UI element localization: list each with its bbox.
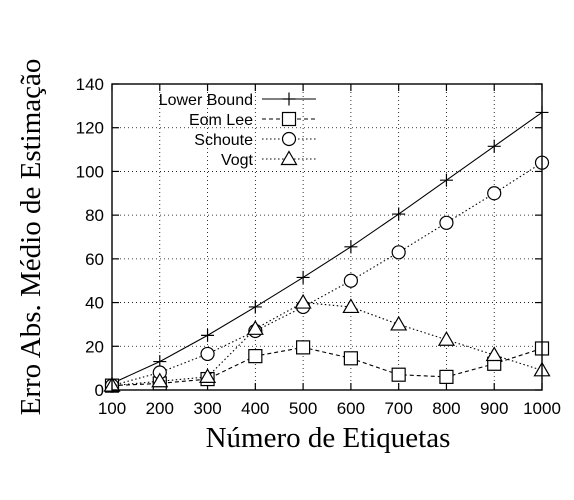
data-point: [439, 173, 453, 187]
data-point: [487, 139, 501, 153]
series-schoute: [104, 155, 550, 393]
data-point: [199, 368, 217, 383]
data-point: [151, 372, 169, 388]
legend-item: Eom Lee: [189, 111, 316, 129]
y-tick-label: 60: [85, 250, 104, 269]
data-point: [485, 346, 503, 362]
series-line: [111, 111, 543, 384]
data-point: [248, 300, 262, 314]
data-point: [200, 346, 215, 362]
legend: Lower Bound Eom Lee Schoute Vogt: [159, 92, 316, 169]
grid: [112, 84, 542, 390]
y-tick-label: 120: [76, 119, 104, 138]
data-point: [344, 240, 358, 254]
x-tick-label: 200: [146, 399, 174, 418]
y-tick-label: 80: [85, 206, 104, 225]
data-point: [343, 351, 358, 366]
x-axis-title: Número de Etiquetas: [206, 422, 451, 454]
series-lines: [103, 105, 551, 393]
data-point: [392, 207, 406, 221]
data-point: [342, 298, 360, 314]
y-axis-title: Erro Abs. Médio de Estimação: [15, 59, 47, 416]
y-tick-label: 40: [85, 294, 104, 313]
x-axis-ticks: 100 200 300 400 500 600 700 800 900 1000: [98, 84, 561, 418]
x-tick-label: 800: [432, 399, 460, 418]
x-tick-label: 400: [241, 399, 269, 418]
series-line: [111, 302, 543, 387]
data-point: [248, 349, 263, 364]
x-tick-label: 100: [98, 399, 126, 418]
legend-item: Schoute: [194, 131, 316, 149]
data-point: [487, 186, 502, 201]
series-vogt: [103, 293, 551, 392]
legend-label: Eom Lee: [189, 112, 253, 129]
x-tick-label: 700: [384, 399, 412, 418]
data-point: [296, 340, 311, 355]
series-eom-lee: [104, 340, 550, 393]
data-point: [246, 320, 264, 335]
legend-item: Lower Bound: [159, 92, 316, 109]
x-tick-label: 500: [289, 399, 317, 418]
y-tick-label: 100: [76, 162, 104, 181]
series-line: [111, 346, 543, 387]
y-tick-label: 140: [76, 75, 104, 94]
data-point: [439, 215, 454, 230]
data-point: [201, 328, 215, 342]
data-point: [391, 245, 406, 260]
data-point: [343, 273, 358, 288]
y-tick-label: 20: [85, 337, 104, 356]
legend-marker: [281, 131, 297, 147]
data-point: [296, 270, 310, 284]
legend-label: Vogt: [221, 152, 254, 169]
data-point: [390, 315, 408, 331]
legend-item: Vogt: [221, 150, 316, 169]
x-tick-label: 900: [480, 399, 508, 418]
y-axis-ticks: 0 20 40 60 80 100 120 140: [76, 75, 542, 400]
data-point: [439, 369, 454, 384]
y-tick-label: 0: [95, 381, 104, 400]
legend-label: Lower Bound: [159, 92, 253, 109]
data-point: [294, 293, 312, 309]
plot-frame: [111, 83, 543, 391]
x-tick-label: 300: [193, 399, 221, 418]
legend-marker: [280, 150, 298, 166]
x-tick-label: 1000: [523, 399, 561, 418]
legend-marker: [282, 92, 296, 106]
series-lower-bound: [105, 105, 549, 390]
data-point: [437, 331, 455, 346]
legend-marker: [281, 111, 297, 127]
x-tick-label: 600: [337, 399, 365, 418]
legend-label: Schoute: [194, 132, 253, 149]
data-point: [391, 367, 406, 382]
